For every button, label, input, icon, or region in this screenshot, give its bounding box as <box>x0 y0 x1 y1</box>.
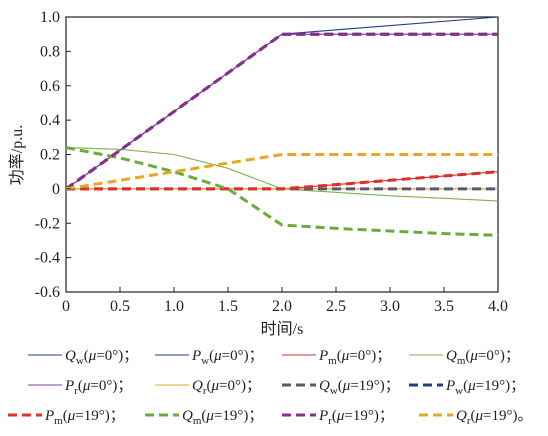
legend-item-Pr0: Pr(μ=0°)； <box>28 378 132 397</box>
series-line-Qr19 <box>65 153 498 191</box>
y-tick-label: -0.6 <box>35 284 60 301</box>
x-tick-label: 0.5 <box>110 298 130 315</box>
y-axis-label: 功率/p.u. <box>8 125 26 185</box>
y-tick-label: -0.2 <box>35 215 60 232</box>
legend-item-Pm0: Pm(μ=0°)； <box>282 348 391 367</box>
y-tick-label: 0 <box>52 181 60 198</box>
legend-item-Qr0: Qr(μ=0°)； <box>155 378 261 397</box>
legend-label: Pw(μ=0°)； <box>191 348 264 367</box>
legend: Qw(μ=0°)； Pw(μ=0°)； Pm(μ=0°)； Qm(μ=0°)； Pr(μ… <box>8 348 533 427</box>
legend-item-Pw19: Pw(μ=19°)； <box>409 378 525 397</box>
legend-item-Pm19: Pm(μ=19°)； <box>8 408 125 427</box>
series-line-Qm19 <box>65 146 499 237</box>
x-tick-label: 2.0 <box>272 298 292 315</box>
legend-label: Pw(μ=19°)； <box>445 378 525 397</box>
series-line-Pr0 <box>65 33 498 190</box>
legend-label: Qr(μ=0°)； <box>192 378 261 397</box>
x-tick-label: 3.0 <box>380 298 400 315</box>
series-line-Pm19 <box>66 170 499 191</box>
x-tick-label: 4.0 <box>488 298 508 315</box>
legend-label: Pm(μ=19°)； <box>44 408 125 427</box>
legend-item-Qw0: Qw(μ=0°)； <box>28 348 138 367</box>
legend-label: Qm(μ=0°)； <box>446 348 520 367</box>
x-tick-label: 1.0 <box>164 298 184 315</box>
legend-item-Qr19: Qr(μ=19°)。 <box>419 408 533 427</box>
axis-ticks: 0 0.5 1.0 1.5 2.0 2.5 3.0 3.5 4.0 1.0 0.8 0.6 0.4 0.2… <box>35 9 508 315</box>
x-axis-label: 时间/s <box>261 320 304 338</box>
x-tick-label: 3.5 <box>434 298 454 315</box>
x-tick-label: 2.5 <box>326 298 346 315</box>
legend-item-Qm19: Qm(μ=19°)； <box>145 408 263 427</box>
x-tick-label: 1.5 <box>218 298 238 315</box>
series-line-Pw19 <box>65 32 498 191</box>
legend-item-Pr19: Pr(μ=19°)； <box>282 408 394 427</box>
legend-item-Pw0: Pw(μ=0°)； <box>155 348 264 367</box>
legend-label: Qr(μ=19°)。 <box>456 408 533 427</box>
legend-label: Qw(μ=19°)； <box>319 378 400 397</box>
legend-label: Qm(μ=19°)； <box>182 408 263 427</box>
legend-label: Pr(μ=0°)； <box>64 378 132 397</box>
legend-item-Qm0: Qm(μ=0°)； <box>409 348 520 367</box>
y-tick-label: 0.8 <box>40 43 60 60</box>
y-tick-label: -0.4 <box>35 250 60 267</box>
legend-item-Qw19: Qw(μ=19°)； <box>282 378 400 397</box>
legend-label: Qw(μ=0°)； <box>65 348 138 367</box>
y-tick-label: 0.6 <box>40 78 60 95</box>
y-tick-label: 1.0 <box>40 9 60 26</box>
series-line-Pm0 <box>66 171 499 190</box>
y-tick-label: 0.4 <box>40 112 60 129</box>
legend-label: Pm(μ=0°)； <box>318 348 391 367</box>
y-tick-label: 0.2 <box>40 147 60 164</box>
series-lines <box>65 16 499 237</box>
series-line-Pr19 <box>65 32 498 191</box>
series-line-Pw0 <box>65 16 499 190</box>
legend-label: Pr(μ=19°)； <box>318 408 394 427</box>
x-tick-label: 0 <box>62 298 70 315</box>
